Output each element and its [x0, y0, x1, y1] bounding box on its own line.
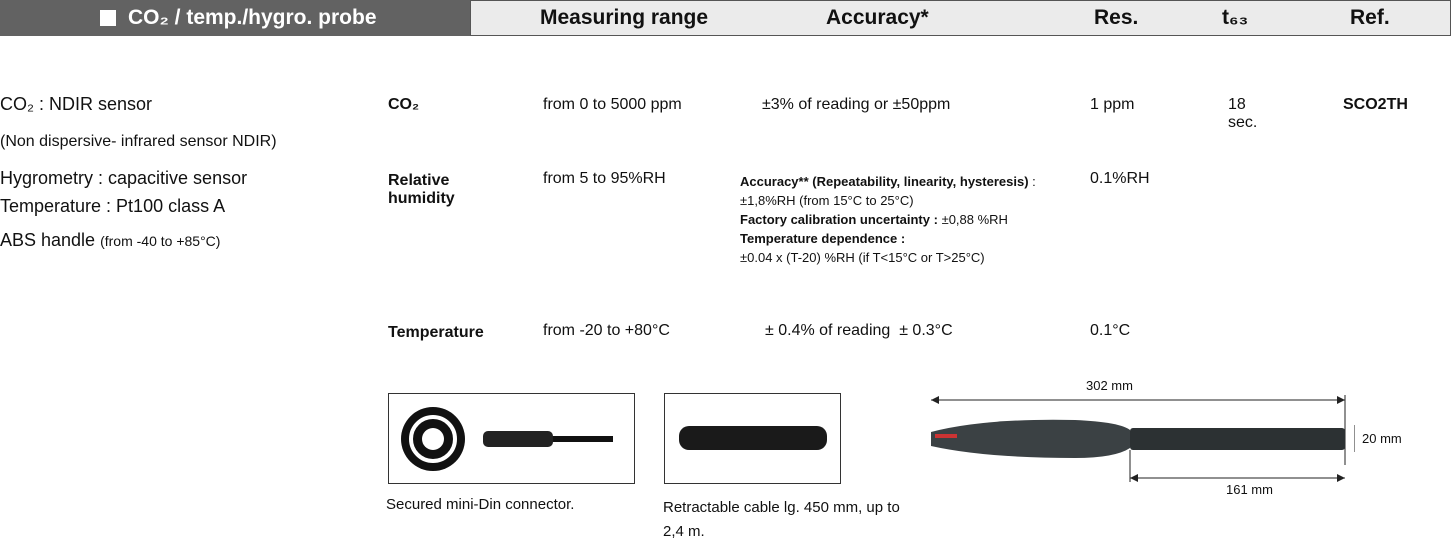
note-label: Accuracy** (Repeatability, linearity, hy…: [740, 174, 1029, 189]
description: CO₂ : NDIR sensor: [0, 94, 153, 114]
column-header: Accuracy*: [826, 6, 929, 29]
t63: 18 sec.: [1228, 96, 1258, 131]
ref: SCO2TH: [1343, 96, 1408, 113]
column-header: t₆₃: [1222, 6, 1249, 29]
parameter: Relative humidity: [388, 172, 455, 207]
description: ABS handle (from -40 to +85°C): [0, 230, 220, 251]
dimension-label: 302 mm: [1086, 378, 1133, 393]
range: from -20 to +80°C: [543, 322, 670, 339]
resolution: 0.1%RH: [1090, 170, 1150, 187]
resolution: 0.1°C: [1090, 322, 1131, 339]
range: from 0 to 5000 ppm: [543, 96, 682, 113]
range: from 5 to 95%RH: [543, 170, 666, 187]
parameter: CO₂: [388, 96, 420, 113]
accuracy: ±3% of reading or ±50ppm: [762, 96, 951, 113]
dimension-label: 20 mm: [1362, 431, 1402, 446]
parameter: Temperature: [388, 324, 484, 341]
dimension-label: 161 mm: [1226, 482, 1273, 497]
header-square: [100, 10, 116, 26]
caption: Retractable cable lg. 450 mm, up to 2,4 …: [663, 499, 900, 540]
description: (from -40 to +85°C): [100, 233, 221, 249]
cable-image: [664, 393, 841, 484]
note-text: ±0.04 x (T-20) %RH (if T<15°C or T>25°C): [740, 250, 985, 265]
caption: Secured mini-Din connector.: [386, 496, 575, 513]
accuracy: ± 0.4% of reading ± 0.3°C: [765, 322, 953, 339]
description: ABS handle: [0, 230, 96, 250]
note-label: Temperature dependence :: [740, 231, 906, 246]
column-header: Ref.: [1350, 6, 1390, 29]
header-right: [470, 0, 1451, 36]
description: Temperature : Pt100 class A: [0, 196, 226, 216]
column-header: Measuring range: [540, 6, 709, 29]
resolution: 1 ppm: [1090, 96, 1135, 113]
header-title: CO₂ / temp./hygro. probe: [128, 6, 377, 29]
note-label: Factory calibration uncertainty :: [740, 212, 938, 227]
note-text: ±0,88 %RH: [941, 212, 1008, 227]
connector-image: [388, 393, 635, 484]
description: Hygrometry : capacitive sensor: [0, 168, 248, 188]
accuracy-notes: Accuracy** (Repeatability, linearity, hy…: [740, 172, 1045, 267]
note-text: : ±1,8%RH (from 15°C to 25°C): [740, 174, 1036, 208]
column-header: Res.: [1094, 6, 1139, 29]
probe-drawing: [931, 395, 1355, 482]
header-left: [0, 0, 470, 36]
description: (Non dispersive- infrared sensor NDIR): [0, 133, 277, 150]
